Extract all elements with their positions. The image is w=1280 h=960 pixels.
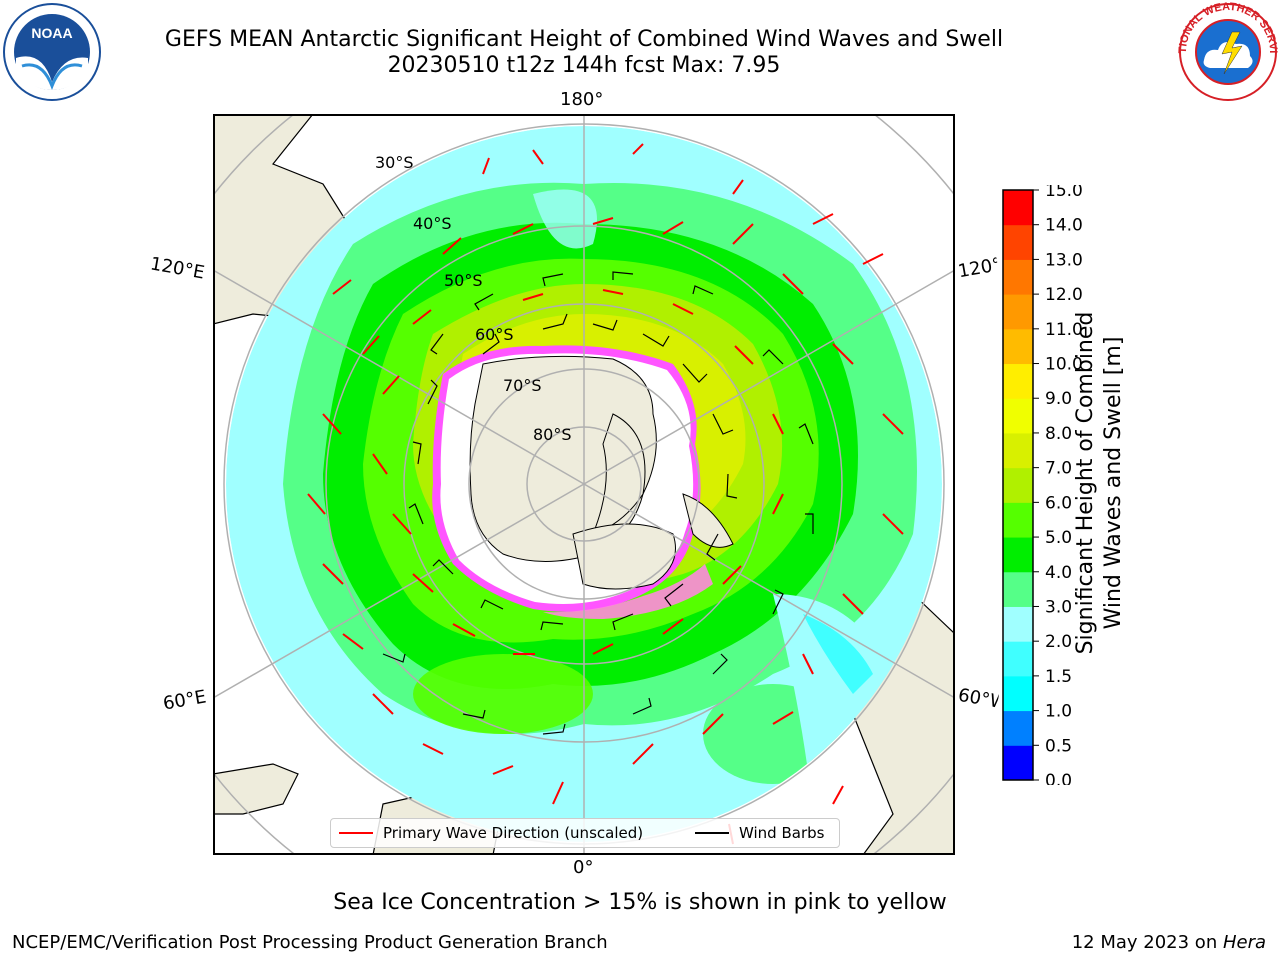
colorbar-tick-label: 6.0 (1045, 493, 1072, 513)
svg-text:NOAA: NOAA (31, 25, 72, 41)
wave-direction-arrows (307, 143, 904, 845)
colorbar-tick-label: 5.0 (1045, 528, 1072, 548)
primary-wave-legend-label: Primary Wave Direction (unscaled) (383, 824, 644, 842)
colorbar-swatch (1003, 432, 1033, 469)
chart-subtitle: 20230510 t12z 144h fcst Max: 7.95 (387, 53, 781, 78)
colorbar-tick-label: 13.0 (1045, 250, 1083, 270)
lon-label-60e: 60°E (161, 686, 208, 715)
graticule (213, 114, 955, 855)
svg-text:80°S: 80°S (533, 425, 572, 444)
lon-label-120w: 120°W (956, 254, 1000, 283)
date-stamp: 12 May 2023 on Hera (1071, 932, 1266, 953)
colorbar: 0.0 0.5 1.0 1.5 2.0 3.0 4.0 5.0 6.0 7.0 8.0 9.0 10.0… (1002, 185, 1083, 785)
primary-wave-legend-line (339, 832, 373, 834)
colorbar-tick-label: 1.0 (1045, 702, 1072, 722)
svg-text:30°S: 30°S (375, 153, 414, 172)
colorbar-frame (1002, 189, 1034, 781)
lon-label-0: 0° (573, 857, 594, 878)
colorbar-tick-label: 4.0 (1045, 563, 1072, 583)
credit-text: NCEP/EMC/Verification Post Processing Pr… (12, 932, 608, 953)
colorbar-tick-label: 12.0 (1045, 285, 1083, 305)
map-legend: Primary Wave Direction (unscaled) Wind B… (330, 818, 840, 848)
lon-label-180: 180° (560, 89, 604, 110)
colorbar-swatch (1003, 467, 1033, 503)
host-name: Hera (1222, 932, 1266, 953)
nws-logo: NATIONAL WEATHER SERVICE (1178, 2, 1278, 101)
wind-barbs-legend-line (695, 832, 729, 834)
wind-barbs (382, 271, 814, 735)
wind-barbs-legend-label: Wind Barbs (739, 824, 825, 842)
colorbar-swatch (1003, 502, 1033, 538)
colorbar-swatch (1003, 190, 1033, 226)
svg-text:40°S: 40°S (413, 214, 452, 233)
svg-text:70°S: 70°S (503, 376, 542, 395)
colorbar-swatch (1003, 363, 1033, 399)
colorbar-swatch (1003, 710, 1033, 746)
colorbar-title: Significant Height of Combined Wind Wave… (1073, 311, 1126, 655)
svg-text:60°S: 60°S (475, 325, 514, 344)
colorbar-swatch (1003, 224, 1033, 260)
svg-text:50°S: 50°S (444, 271, 483, 290)
colorbar-tick-label: 11.0 (1045, 320, 1083, 340)
noaa-logo: NOAA (3, 3, 101, 101)
map-frame (213, 114, 955, 855)
colorbar-tick-label: 15.0 (1045, 185, 1083, 201)
colorbar-swatch (1003, 537, 1033, 573)
colorbar-tick-label: 3.0 (1045, 597, 1072, 617)
colorbar-tick-label: 9.0 (1045, 389, 1072, 409)
colorbar-tick-label: 14.0 (1045, 216, 1083, 236)
colorbar-tick-label: 2.0 (1045, 632, 1072, 652)
latitude-labels: 30°S 40°S 50°S 60°S 70°S 80°S (375, 153, 572, 444)
colorbar-swatch (1003, 398, 1033, 434)
colorbar-swatch (1003, 571, 1033, 607)
colorbar-swatch (1003, 641, 1033, 677)
lon-label-120e: 120°E (148, 253, 207, 284)
colorbar-swatch (1003, 259, 1033, 295)
colorbar-swatch (1003, 294, 1033, 330)
colorbar-tick-label: 8.0 (1045, 424, 1072, 444)
colorbar-tick-label: 7.0 (1045, 459, 1072, 479)
colorbar-tick-label: 1.5 (1045, 667, 1072, 687)
chart-title: GEFS MEAN Antarctic Significant Height o… (164, 27, 1004, 52)
colorbar-swatch (1003, 675, 1033, 712)
colorbar-swatch (1003, 745, 1033, 781)
colorbar-tick-label: 0.0 (1045, 771, 1072, 785)
colorbar-swatch (1003, 606, 1033, 642)
colorbar-swatch (1003, 328, 1033, 365)
polar-map: 30°S 40°S 50°S 60°S 70°S 80°S (213, 114, 955, 855)
sea-ice-note: Sea Ice Concentration > 15% is shown in … (333, 890, 947, 915)
colorbar-tick-label: 0.5 (1045, 736, 1072, 756)
colorbar-tick-label: 10.0 (1045, 355, 1083, 375)
lon-label-60w: 60°W (956, 684, 1000, 713)
